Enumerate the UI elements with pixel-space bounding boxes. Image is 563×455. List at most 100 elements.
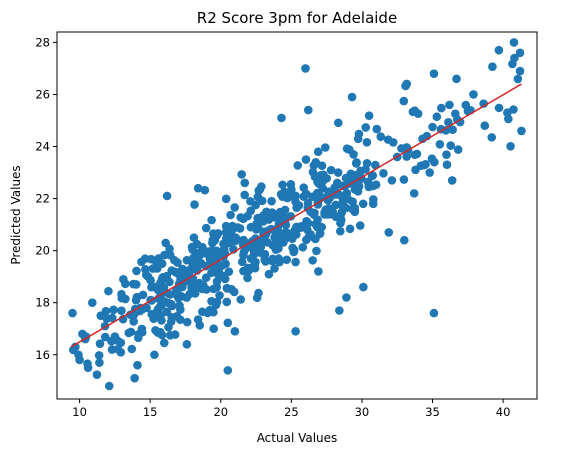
x-tick-label: 30 — [355, 405, 370, 419]
data-point — [207, 215, 216, 225]
axes-frame — [56, 31, 538, 400]
data-point — [504, 114, 513, 124]
data-point — [195, 320, 205, 330]
data-point — [141, 270, 151, 280]
data-point — [487, 133, 497, 142]
data-point — [469, 90, 478, 99]
data-point — [348, 204, 357, 214]
data-point — [254, 186, 264, 195]
data-point — [240, 190, 249, 200]
data-point — [515, 66, 525, 76]
data-point — [137, 324, 147, 334]
data-point — [333, 168, 343, 177]
data-point — [165, 277, 174, 287]
data-point — [479, 99, 488, 108]
data-point — [195, 278, 204, 288]
data-point — [212, 283, 222, 292]
y-tick-label: 20 — [35, 244, 50, 258]
data-point — [277, 113, 286, 123]
data-point — [383, 135, 393, 144]
data-point — [201, 223, 211, 233]
data-point — [87, 298, 97, 308]
data-point — [92, 370, 102, 379]
data-point — [221, 194, 231, 204]
data-point — [190, 200, 199, 209]
data-point — [419, 160, 429, 170]
data-point — [337, 207, 347, 217]
data-point — [215, 291, 224, 300]
data-point — [261, 257, 270, 266]
data-point — [367, 171, 377, 181]
data-point — [427, 154, 437, 163]
data-point — [223, 318, 233, 328]
data-point — [348, 197, 357, 206]
data-point — [113, 344, 123, 354]
data-point — [134, 333, 143, 343]
data-point — [448, 125, 457, 134]
data-point — [254, 240, 264, 249]
data-point — [240, 178, 250, 188]
data-point — [108, 313, 117, 323]
data-point — [170, 267, 180, 277]
data-point — [166, 290, 175, 299]
data-point — [178, 282, 187, 292]
x-tick-label: 40 — [496, 405, 511, 419]
data-point — [338, 197, 348, 207]
data-point — [437, 103, 446, 113]
data-point — [364, 111, 374, 120]
data-point — [264, 269, 274, 279]
data-point — [303, 105, 313, 115]
data-point — [338, 181, 348, 191]
data-point — [209, 324, 219, 334]
data-point — [182, 340, 192, 349]
data-point — [157, 316, 166, 325]
data-point — [217, 261, 226, 270]
data-point — [253, 247, 262, 257]
data-point — [74, 350, 83, 360]
data-point — [226, 210, 235, 220]
data-point — [308, 256, 317, 265]
y-tick-label: 28 — [35, 35, 50, 49]
data-point — [260, 249, 270, 259]
data-point — [314, 267, 323, 276]
data-point — [494, 103, 504, 113]
data-point — [132, 266, 141, 276]
data-point — [161, 238, 170, 248]
data-point — [379, 169, 388, 178]
data-point — [262, 238, 272, 247]
data-point — [267, 256, 277, 266]
data-point — [164, 298, 173, 308]
data-point — [342, 293, 351, 302]
data-point — [312, 246, 321, 256]
y-tick-label: 18 — [35, 296, 50, 310]
data-point — [318, 174, 328, 183]
data-point — [204, 247, 214, 256]
data-point — [317, 161, 327, 170]
data-point — [341, 173, 351, 183]
data-point — [207, 296, 216, 306]
data-point — [150, 350, 159, 360]
data-point — [185, 289, 195, 299]
data-point — [358, 199, 368, 209]
data-point — [278, 180, 287, 190]
data-point — [372, 124, 382, 134]
data-point — [243, 211, 252, 221]
data-point — [402, 79, 412, 89]
data-point — [220, 274, 230, 284]
data-point — [301, 64, 310, 73]
data-point — [246, 222, 256, 232]
data-point — [83, 359, 92, 368]
data-point — [509, 105, 518, 114]
data-point — [455, 117, 465, 127]
data-point — [275, 257, 284, 267]
data-point — [445, 100, 454, 110]
data-point — [117, 293, 127, 303]
regression-line — [70, 83, 522, 348]
data-point — [335, 226, 345, 236]
data-point — [146, 254, 156, 264]
data-point — [153, 262, 162, 272]
data-point — [270, 264, 279, 273]
data-point — [162, 191, 172, 201]
data-point — [291, 257, 300, 267]
